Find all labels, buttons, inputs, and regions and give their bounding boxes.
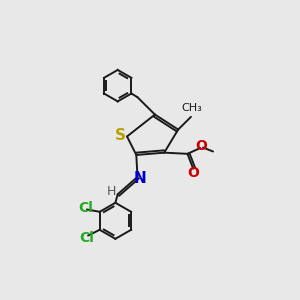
Text: H: H xyxy=(107,185,117,198)
Text: O: O xyxy=(187,166,199,180)
Text: CH₃: CH₃ xyxy=(182,103,202,113)
Text: S: S xyxy=(115,128,126,143)
Text: Cl: Cl xyxy=(78,201,93,214)
Text: N: N xyxy=(134,171,147,186)
Text: O: O xyxy=(195,140,207,153)
Text: Cl: Cl xyxy=(80,231,94,245)
